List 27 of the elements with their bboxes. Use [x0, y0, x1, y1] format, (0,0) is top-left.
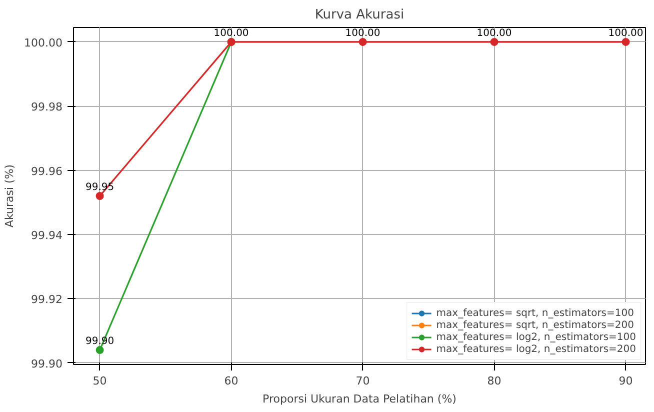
- data-label: 100.00: [608, 28, 644, 39]
- point: [490, 38, 498, 46]
- x-tick-label: 80: [487, 374, 502, 388]
- x-tick-label: 50: [92, 374, 107, 388]
- x-tick-label: 60: [224, 374, 238, 388]
- data-label: 100.00: [476, 28, 512, 39]
- data-label: 100.00: [345, 28, 380, 39]
- chart-title: Kurva Akurasi: [314, 8, 404, 22]
- legend-label: max_features= log2, n_estimators=200: [436, 343, 636, 355]
- legend-label: max_features= log2, n_estimators=100: [436, 331, 636, 343]
- point: [622, 38, 630, 46]
- point: [96, 192, 104, 200]
- y-tick-label: 99.90: [31, 357, 63, 370]
- y-tick-label: 99.92: [31, 293, 63, 306]
- legend-label: max_features= sqrt, n_estimators=100: [436, 307, 634, 319]
- x-tick-label: 90: [618, 374, 633, 388]
- y-tick-label: 99.94: [31, 229, 63, 242]
- y-tick-label: 99.96: [31, 164, 63, 178]
- x-tick-label: 70: [356, 374, 370, 388]
- y-axis-title: Akurasi (%): [3, 164, 16, 228]
- x-axis-title: Proporsi Ukuran Data Pelatihan (%): [262, 392, 456, 406]
- point: [96, 346, 104, 354]
- legend-label: max_features= sqrt, n_estimators=200: [436, 319, 634, 331]
- y-tick-label: 100.00: [24, 36, 63, 50]
- point: [358, 38, 367, 46]
- y-tick-label: 99.98: [31, 100, 63, 114]
- data-label: 100.00: [214, 28, 249, 39]
